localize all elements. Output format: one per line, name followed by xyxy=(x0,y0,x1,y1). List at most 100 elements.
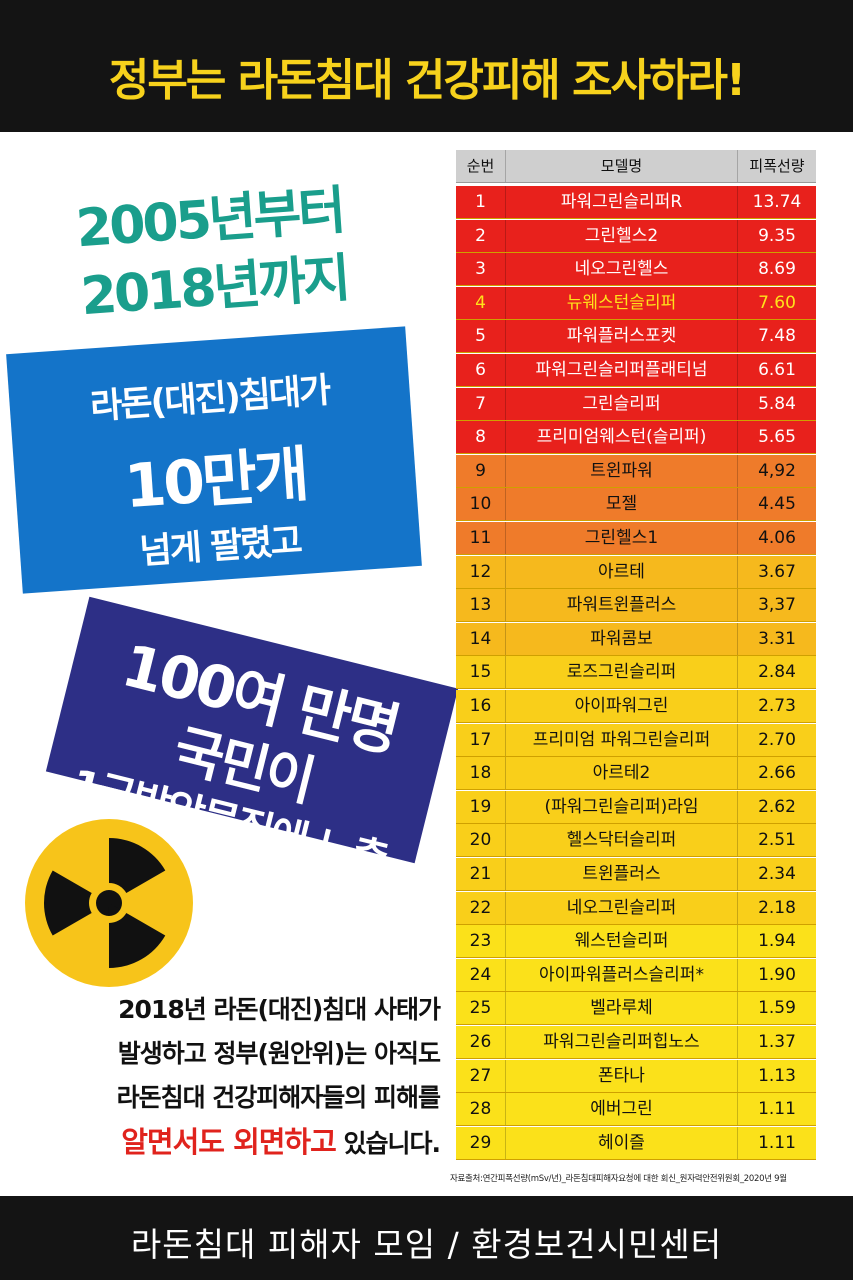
cell-number: 9 xyxy=(456,454,506,487)
header-cell-model: 모델명 xyxy=(506,150,738,182)
statement-paragraph: 2018년 라돈(대진)침대 사태가 발생하고 정부(원안위)는 아직도 라돈침… xyxy=(10,988,441,1166)
cell-dose: 2.84 xyxy=(758,662,796,683)
radiation-trefoil-icon xyxy=(25,819,193,987)
source-note: 자료출처:연간피폭선량(mSv/년)_라돈침대피해자요청에 대한 회신_원자력안… xyxy=(450,1174,787,1184)
cell-model: 트윈플러스 xyxy=(506,858,738,890)
cell-number: 15 xyxy=(456,656,506,689)
cell-dose: 2.66 xyxy=(758,763,796,784)
cell-dose: 2.34 xyxy=(758,864,796,884)
cell-number: 29 xyxy=(456,1126,506,1159)
cell-model: 그린헬스2 xyxy=(506,219,738,252)
cell-number: 17 xyxy=(456,723,506,756)
cell-number: 8 xyxy=(456,421,506,454)
cell-number: 6 xyxy=(456,354,506,386)
table-row: 5 파워플러스포켓 7.48 xyxy=(456,320,816,354)
cell-model: 모젤 xyxy=(506,488,738,521)
cell-dose: 3,37 xyxy=(758,595,796,616)
table-row: 3 네오그린헬스 8.69 xyxy=(456,253,816,287)
cell-number: 24 xyxy=(456,958,506,991)
cell-model: 파워그린슬리퍼R xyxy=(506,186,738,218)
statement-line-2: 발생하고 정부(원안위)는 아직도 xyxy=(117,1039,441,1068)
cell-dose: 1.59 xyxy=(758,998,796,1019)
cell-model: 로즈그린슬리퍼 xyxy=(506,656,738,689)
cell-number: 25 xyxy=(456,992,506,1025)
footer-bar: 라돈침대 피해자 모임 / 환경보건시민센터 xyxy=(0,1196,853,1280)
cell-number: 10 xyxy=(456,488,506,521)
cell-dose: 2.51 xyxy=(758,830,796,851)
cell-model: 뉴웨스턴슬리퍼 xyxy=(506,286,738,319)
table-row: 21 트윈플러스 2.34 xyxy=(456,858,816,891)
cell-dose: 2.18 xyxy=(758,897,796,918)
cell-dose: 7.48 xyxy=(758,326,796,347)
cell-dose: 2.70 xyxy=(758,729,796,750)
cell-number: 28 xyxy=(456,1093,506,1126)
cell-dose: 5.84 xyxy=(758,393,796,414)
cell-number: 4 xyxy=(456,286,506,319)
table-row: 18 아르테2 2.66 xyxy=(456,757,816,791)
cell-dose: 3.31 xyxy=(758,628,796,649)
table-row: 1 파워그린슬리퍼R 13.74 xyxy=(456,186,816,219)
sales-callout-box: 라돈(대진)침대가 10만개 넘게 팔렸고 xyxy=(6,326,422,594)
table-row: 16 아이파워그린 2.73 xyxy=(456,690,816,723)
statement-line-3: 라돈침대 건강피해자들의 피해를 xyxy=(116,1083,441,1112)
table-header-row: 순번 모델명 피폭선량 xyxy=(456,150,816,183)
cell-model: 네오그린슬리퍼 xyxy=(506,891,738,924)
cell-number: 13 xyxy=(456,589,506,622)
cell-model: 프리미엄 파워그린슬리퍼 xyxy=(506,723,738,756)
table-row: 9 트윈파워 4,92 xyxy=(456,454,816,488)
header-cell-dose: 피폭선량 xyxy=(749,157,805,175)
cell-dose: 1.90 xyxy=(758,964,796,985)
header-cell-number: 순번 xyxy=(456,150,506,182)
cell-dose: 4.06 xyxy=(758,528,796,548)
cell-dose: 1.11 xyxy=(758,1099,796,1120)
table-row: 28 에버그린 1.11 xyxy=(456,1093,816,1127)
cell-model: 그린슬리퍼 xyxy=(506,387,738,420)
headline-period: 2005년부터 2018년까지 xyxy=(18,173,407,335)
header-bar: 정부는 라돈침대 건강피해 조사하라! xyxy=(0,0,853,132)
cell-dose: 2.62 xyxy=(758,796,796,817)
cell-model: 헤이즐 xyxy=(506,1126,738,1159)
cell-number: 16 xyxy=(456,690,506,722)
cell-number: 21 xyxy=(456,858,506,890)
table-row: 8 프리미엄웨스턴(슬리퍼) 5.65 xyxy=(456,421,816,455)
table-row: 7 그린슬리퍼 5.84 xyxy=(456,387,816,421)
cell-dose: 2.73 xyxy=(758,696,796,716)
table-row: 22 네오그린슬리퍼 2.18 xyxy=(456,891,816,925)
cell-number: 2 xyxy=(456,219,506,252)
cell-model: 웨스턴슬리퍼 xyxy=(506,925,738,958)
table-row: 20 헬스닥터슬리퍼 2.51 xyxy=(456,824,816,858)
table-row: 23 웨스턴슬리퍼 1.94 xyxy=(456,925,816,959)
cell-model: 파워플러스포켓 xyxy=(506,320,738,353)
cell-dose: 1.37 xyxy=(758,1032,796,1052)
cell-dose: 4,92 xyxy=(758,460,796,481)
cell-number: 27 xyxy=(456,1059,506,1092)
cell-model: 그린헬스1 xyxy=(506,522,738,554)
cell-dose: 8.69 xyxy=(758,259,796,280)
cell-model: 벨라루체 xyxy=(506,992,738,1025)
cell-model: 아이파워플러스슬리퍼* xyxy=(506,958,738,991)
cell-model: 아르테 xyxy=(506,555,738,588)
table-row: 6 파워그린슬리퍼플래티넘 6.61 xyxy=(456,354,816,387)
cell-dose: 1.94 xyxy=(758,931,796,952)
cell-model: 파워그린슬리퍼플래티넘 xyxy=(506,354,738,386)
table-row: 13 파워트윈플러스 3,37 xyxy=(456,589,816,623)
table-row: 11 그린헬스1 4.06 xyxy=(456,522,816,555)
table-row: 10 모젤 4.45 xyxy=(456,488,816,522)
cell-model: 파워콤보 xyxy=(506,622,738,655)
table-row: 27 폰타나 1.13 xyxy=(456,1059,816,1093)
cell-model: 파워그린슬리퍼힙노스 xyxy=(506,1026,738,1058)
cell-number: 19 xyxy=(456,790,506,823)
cell-model: 파워트윈플러스 xyxy=(506,589,738,622)
cell-number: 7 xyxy=(456,387,506,420)
cell-number: 11 xyxy=(456,522,506,554)
table-row: 2 그린헬스2 9.35 xyxy=(456,219,816,253)
cell-model: 프리미엄웨스턴(슬리퍼) xyxy=(506,421,738,454)
cell-dose: 4.45 xyxy=(758,494,796,515)
table-row: 29 헤이즐 1.11 xyxy=(456,1126,816,1160)
cell-dose: 13.74 xyxy=(752,192,802,212)
cell-number: 14 xyxy=(456,622,506,655)
table-row: 12 아르테 3.67 xyxy=(456,555,816,589)
table-row: 14 파워콤보 3.31 xyxy=(456,622,816,656)
cell-model: 트윈파워 xyxy=(506,454,738,487)
cell-dose: 7.60 xyxy=(758,292,796,313)
